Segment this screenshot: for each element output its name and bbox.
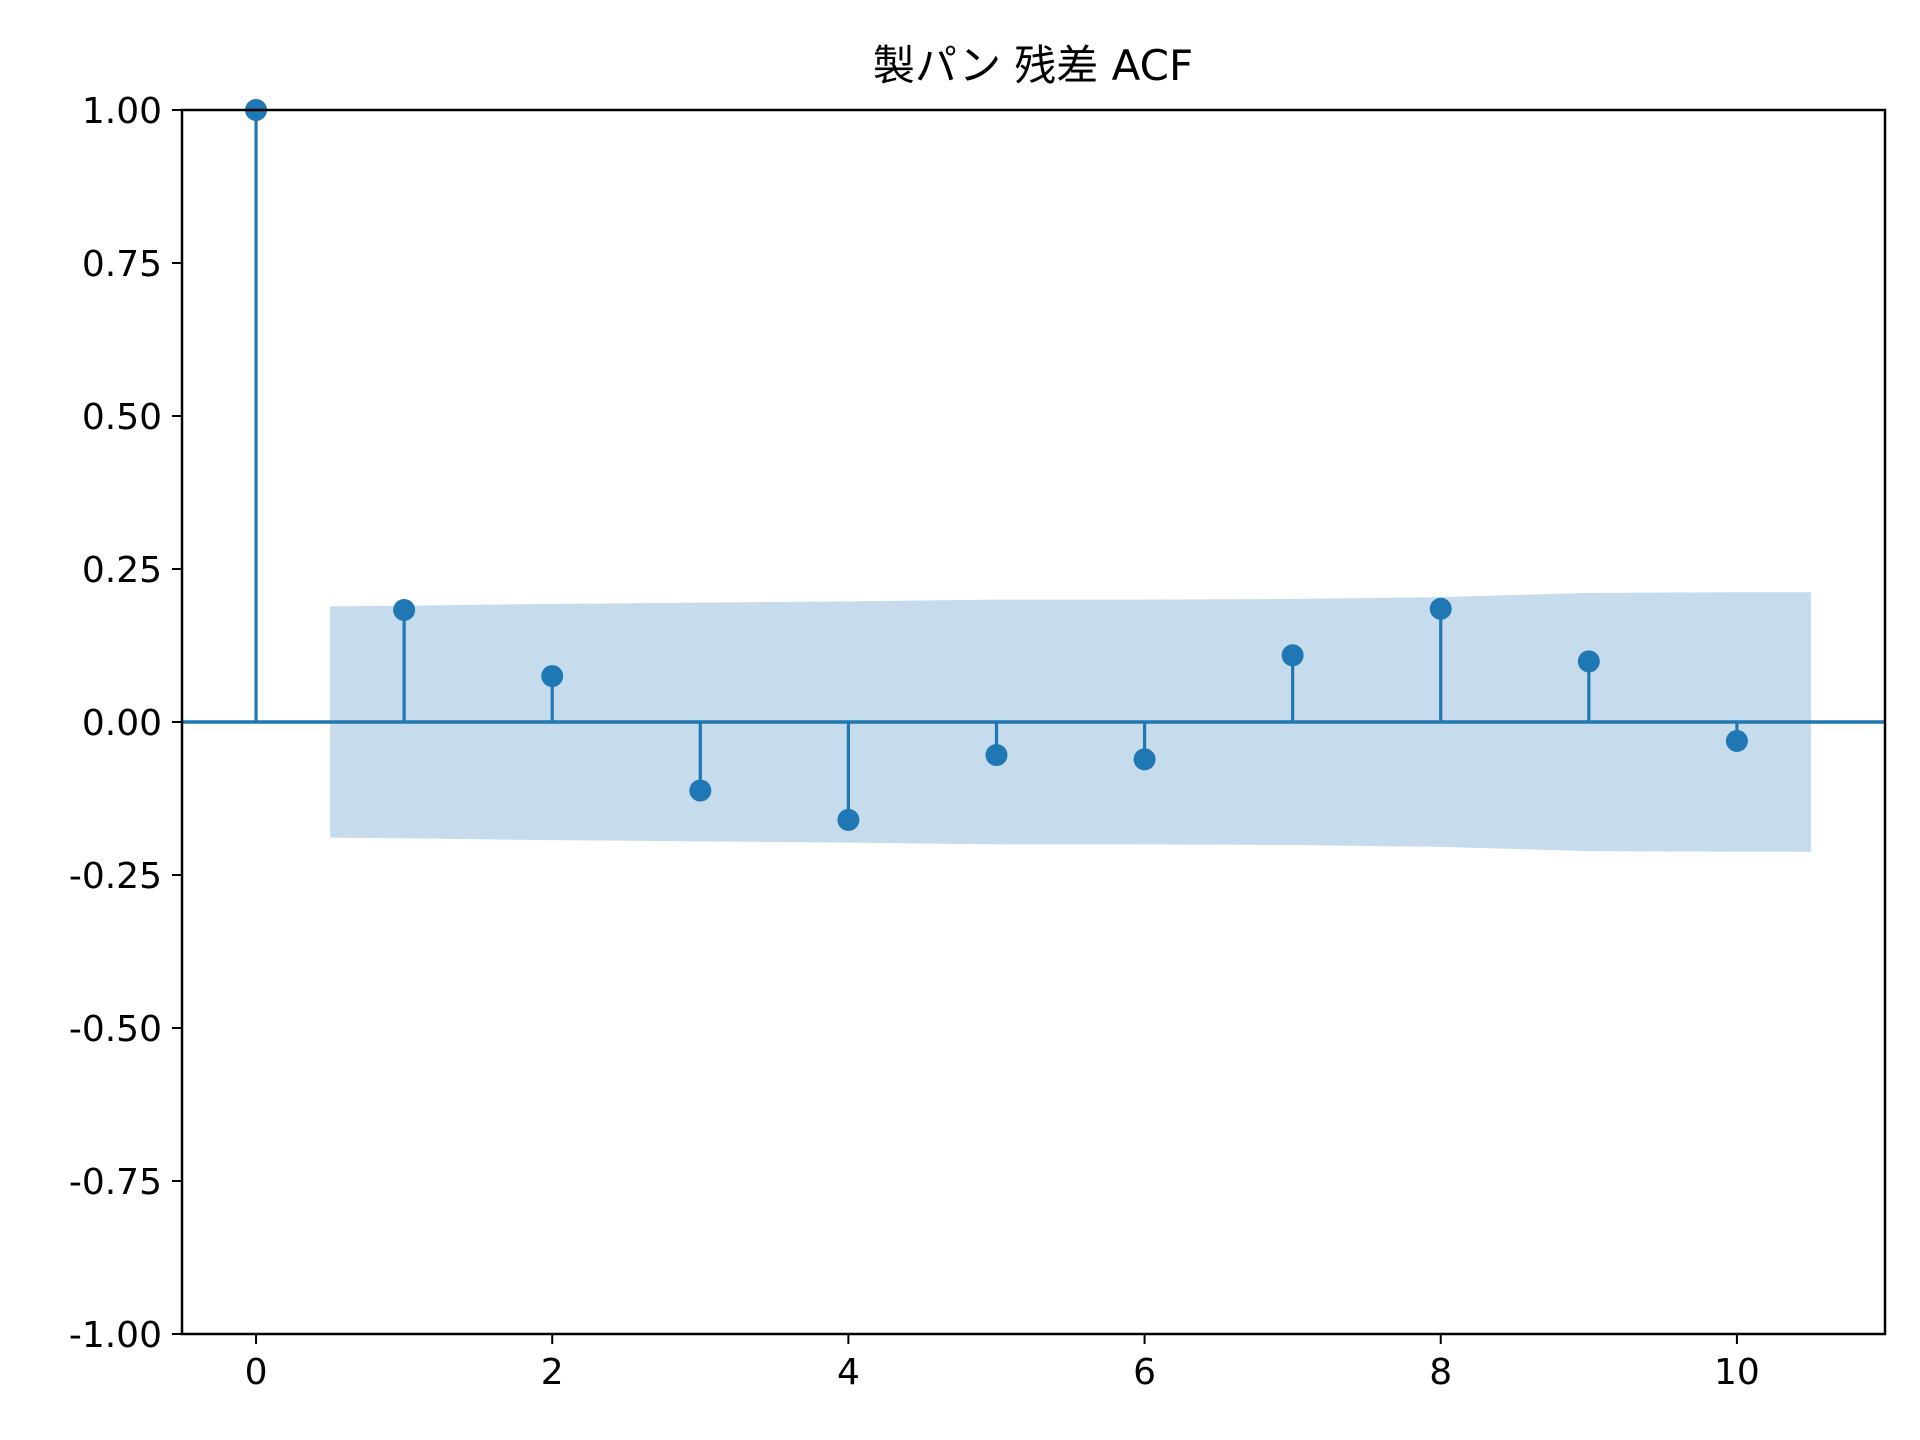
x-tick-label: 10	[1714, 1352, 1760, 1393]
marker-lag-6	[1133, 748, 1156, 771]
y-tick-label: 0.00	[82, 703, 162, 744]
marker-lag-10	[1725, 729, 1748, 752]
y-tick-label: -0.25	[69, 856, 162, 897]
y-axis-ticks: 1.00 0.75 0.50 0.25 0.00 -0.25 -0.50 -0.75 -1.00	[69, 91, 182, 1356]
marker-lag-7	[1281, 644, 1304, 667]
y-tick-label: -0.75	[69, 1162, 162, 1203]
y-tick-label: 1.00	[82, 91, 162, 132]
x-tick-label: 6	[1133, 1352, 1156, 1393]
marker-lag-8	[1429, 597, 1452, 620]
y-tick-label: -0.50	[69, 1009, 162, 1050]
marker-lag-3	[689, 779, 712, 802]
chart-title: 製パン 残差 ACF	[873, 41, 1193, 90]
y-tick-label: 0.25	[82, 550, 162, 591]
x-axis-ticks: 0 2 4 6 8 10	[245, 1334, 1760, 1393]
y-tick-label: 0.75	[82, 244, 162, 285]
marker-lag-1	[393, 599, 416, 622]
x-tick-label: 4	[837, 1352, 860, 1393]
marker-lag-4	[837, 808, 860, 831]
marker-lag-2	[541, 665, 564, 688]
x-tick-label: 2	[541, 1352, 564, 1393]
y-tick-label: 0.50	[82, 397, 162, 438]
marker-lag-5	[985, 744, 1008, 767]
y-tick-label: -1.00	[69, 1315, 162, 1356]
marker-lag-9	[1577, 650, 1600, 673]
x-tick-label: 8	[1429, 1352, 1452, 1393]
x-tick-label: 0	[245, 1352, 268, 1393]
